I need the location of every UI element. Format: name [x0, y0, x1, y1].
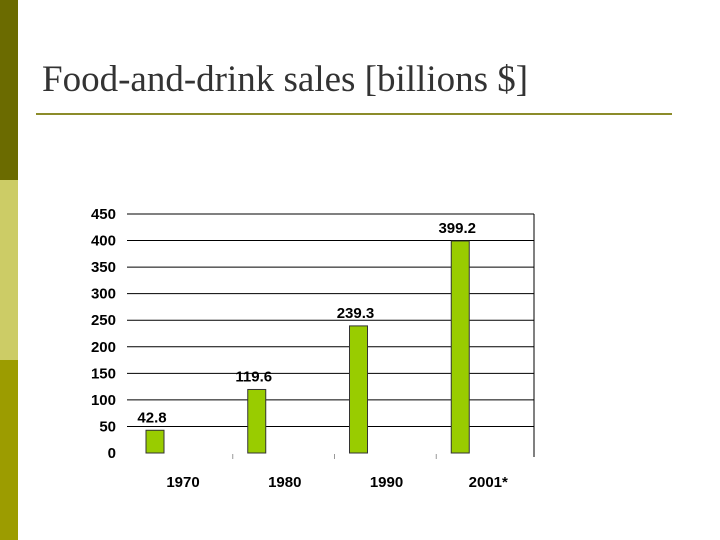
bar [145, 429, 165, 454]
x-category-label: 1980 [268, 474, 301, 491]
y-tick-label: 100 [91, 392, 116, 409]
title-underline [36, 113, 672, 115]
sidebar-decoration [0, 0, 18, 540]
y-tick-label: 200 [91, 339, 116, 356]
x-category-label: 2001* [469, 474, 508, 491]
bar [247, 388, 267, 454]
y-tick-label: 50 [99, 418, 116, 435]
y-tick-label: 150 [91, 365, 116, 382]
y-tick-label: 0 [108, 445, 116, 462]
data-label: 399.2 [438, 220, 476, 237]
y-tick-label: 250 [91, 312, 116, 329]
y-tick-label: 450 [91, 206, 116, 223]
slide-title: Food-and-drink sales [billions $] [42, 59, 529, 100]
sidebar-segment-bottom [0, 360, 18, 540]
sidebar-segment-middle [0, 180, 18, 360]
y-tick-label: 350 [91, 259, 116, 276]
data-label: 239.3 [337, 305, 375, 322]
bar [450, 240, 470, 454]
bar [349, 325, 368, 454]
data-label: 42.8 [137, 409, 166, 426]
y-tick-label: 300 [91, 286, 116, 303]
data-label: 119.6 [235, 368, 272, 385]
x-category-label: 1990 [370, 474, 403, 491]
sidebar-segment-top [0, 0, 18, 180]
x-category-label: 1970 [166, 474, 199, 491]
y-tick-label: 400 [91, 233, 116, 250]
